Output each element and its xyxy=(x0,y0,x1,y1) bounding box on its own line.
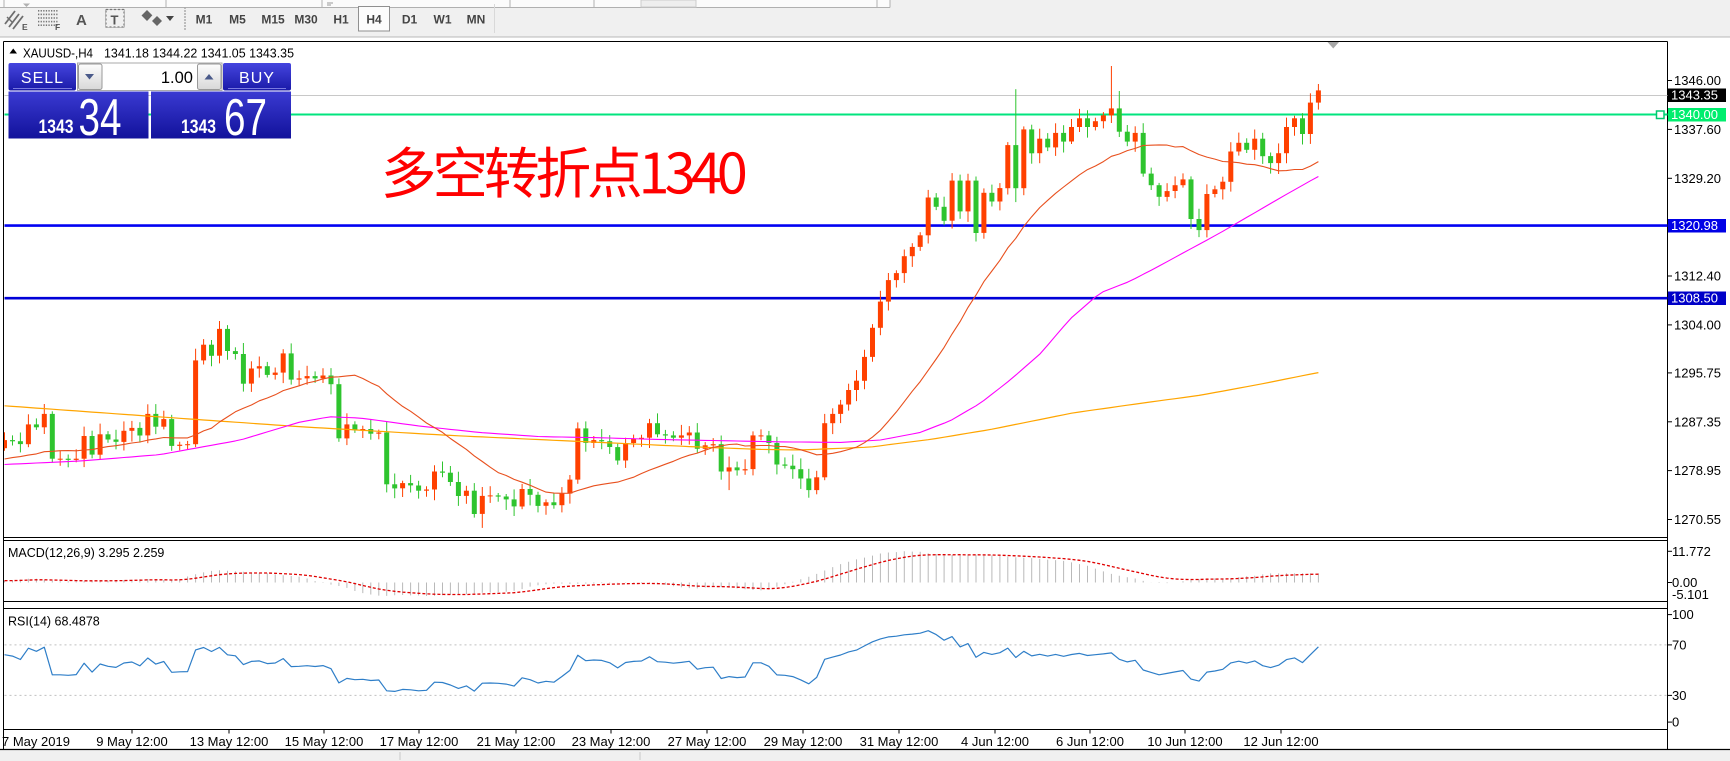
svg-text:1295.75: 1295.75 xyxy=(1674,365,1721,380)
svg-text:T: T xyxy=(111,13,119,28)
svg-text:1304.00: 1304.00 xyxy=(1674,317,1721,332)
svg-text:11.772: 11.772 xyxy=(1672,544,1711,559)
svg-text:0: 0 xyxy=(1672,715,1679,730)
svg-text:1340.00: 1340.00 xyxy=(1671,107,1718,122)
svg-text:27 May 12:00: 27 May 12:00 xyxy=(668,734,747,749)
svg-text:1312.40: 1312.40 xyxy=(1674,269,1721,284)
svg-text:SELL: SELL xyxy=(21,70,64,87)
svg-text:29 May 12:00: 29 May 12:00 xyxy=(764,734,843,749)
svg-text:15 May 12:00: 15 May 12:00 xyxy=(285,734,364,749)
svg-text:1343: 1343 xyxy=(181,117,216,138)
svg-text:1.00: 1.00 xyxy=(161,69,193,87)
svg-text:67: 67 xyxy=(224,89,267,147)
svg-text:6 Jun 12:00: 6 Jun 12:00 xyxy=(1056,734,1124,749)
svg-text:7 May 2019: 7 May 2019 xyxy=(2,734,70,749)
svg-text:MN: MN xyxy=(467,13,486,27)
svg-text:1343.35: 1343.35 xyxy=(1671,88,1718,103)
svg-text:M30: M30 xyxy=(294,13,318,27)
svg-text:BUY: BUY xyxy=(239,70,275,87)
svg-text:17 May 12:00: 17 May 12:00 xyxy=(380,734,459,749)
svg-text:H1: H1 xyxy=(333,13,349,27)
svg-text:RSI(14) 68.4878: RSI(14) 68.4878 xyxy=(8,615,100,629)
svg-text:4 Jun 12:00: 4 Jun 12:00 xyxy=(961,734,1029,749)
svg-text:1278.95: 1278.95 xyxy=(1674,463,1721,478)
svg-text:13 May 12:00: 13 May 12:00 xyxy=(190,734,269,749)
svg-text:1337.60: 1337.60 xyxy=(1674,122,1721,137)
svg-text:100: 100 xyxy=(1672,607,1694,622)
svg-text:F: F xyxy=(55,22,60,32)
svg-text:1343: 1343 xyxy=(39,117,74,138)
svg-text:1308.50: 1308.50 xyxy=(1671,291,1718,306)
svg-text:1341.18 1344.22 1341.05 1343.3: 1341.18 1344.22 1341.05 1343.35 xyxy=(104,46,294,61)
svg-text:34: 34 xyxy=(79,89,122,147)
svg-text:0.00: 0.00 xyxy=(1672,575,1697,590)
svg-text:21 May 12:00: 21 May 12:00 xyxy=(477,734,556,749)
svg-text:M15: M15 xyxy=(261,13,285,27)
svg-text:-5.101: -5.101 xyxy=(1672,587,1709,602)
svg-text:30: 30 xyxy=(1672,688,1686,703)
svg-text:D1: D1 xyxy=(402,13,418,27)
svg-text:M5: M5 xyxy=(229,13,246,27)
svg-text:1270.55: 1270.55 xyxy=(1674,512,1721,527)
svg-text:E: E xyxy=(22,22,28,32)
svg-text:A: A xyxy=(76,12,87,29)
svg-text:1320.98: 1320.98 xyxy=(1671,218,1718,233)
svg-text:70: 70 xyxy=(1672,637,1686,652)
svg-text:12 Jun 12:00: 12 Jun 12:00 xyxy=(1243,734,1318,749)
svg-text:XAUUSD-,H4: XAUUSD-,H4 xyxy=(23,46,93,61)
svg-text:1329.20: 1329.20 xyxy=(1674,171,1721,186)
svg-text:W1: W1 xyxy=(434,13,452,27)
svg-text:23 May 12:00: 23 May 12:00 xyxy=(572,734,651,749)
svg-text:10 Jun 12:00: 10 Jun 12:00 xyxy=(1147,734,1222,749)
svg-text:1346.00: 1346.00 xyxy=(1674,73,1721,88)
svg-text:1287.35: 1287.35 xyxy=(1674,414,1721,429)
svg-text:H4: H4 xyxy=(366,13,382,27)
svg-text:MACD(12,26,9) 3.295 2.259: MACD(12,26,9) 3.295 2.259 xyxy=(8,546,164,560)
svg-text:M1: M1 xyxy=(196,13,213,27)
svg-text:9 May 12:00: 9 May 12:00 xyxy=(96,734,168,749)
svg-text:31 May 12:00: 31 May 12:00 xyxy=(860,734,939,749)
